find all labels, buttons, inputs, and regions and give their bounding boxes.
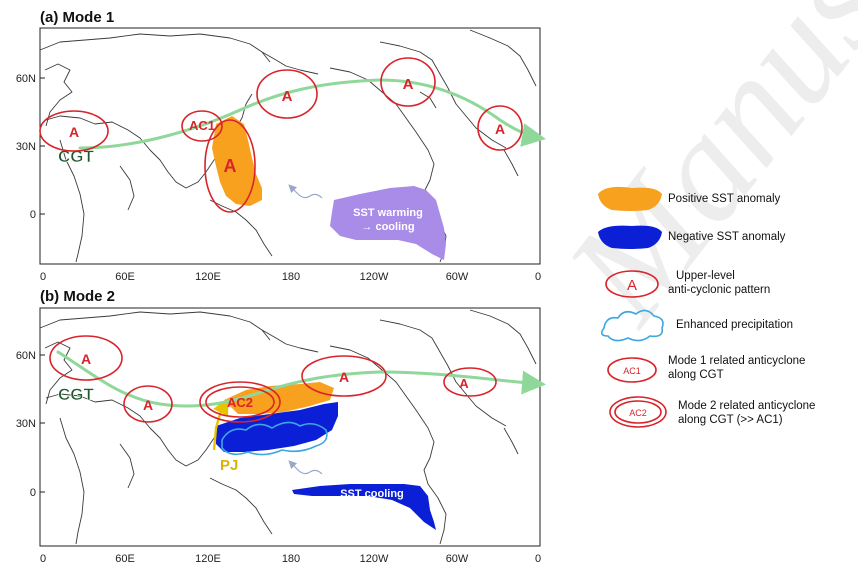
panel-a: (a) Mode 1 60N 30N 0 0 60E 120E 180 120W… [16, 9, 546, 283]
panel-b-xtick-60w: 60W [446, 553, 469, 565]
panel-a-ac1-label: AC1 [189, 118, 215, 133]
panel-a-ytick-60n: 60N [16, 73, 36, 85]
panel-b-anticyclone-4-mark: A [459, 376, 469, 391]
panel-a-xtick-120e: 120E [195, 271, 221, 283]
panel-a-anticyclone-5-mark: A [495, 121, 505, 137]
panel-a-wave-arrow [288, 184, 323, 199]
panel-b-anticyclone-2-mark: A [143, 397, 153, 413]
panel-b-title: (b) Mode 2 [40, 288, 115, 305]
legend-precipitation-cloud [600, 309, 664, 342]
svg-text:Manuscript: Manuscript [534, 0, 858, 352]
panel-a-anticyclone-5 [477, 105, 523, 151]
panel-a-anticyclone-japan-mark: A [224, 156, 237, 176]
legend-ac2-outer [609, 396, 667, 428]
panel-b-anticyclones: A A AC2 A A [49, 335, 497, 423]
legend-ac2-symbol-label: AC2 [629, 408, 647, 418]
legend-ac2-line2: along CGT (>> AC1) [678, 414, 783, 426]
panel-a-sst-label-2: → cooling [361, 221, 414, 233]
panel-b-anticyclone-3-mark: A [339, 369, 349, 385]
panel-a-y-ticks [40, 77, 45, 215]
panel-b-ac2-label: AC2 [227, 395, 253, 410]
legend: Positive SST anomaly Negative SST anomal… [598, 186, 815, 428]
panel-b-cgt-label: CGT [58, 385, 95, 404]
legend-positive-sst-label: Positive SST anomaly [668, 193, 781, 205]
panel-b-sst-cooling-patch [292, 484, 436, 530]
panel-a-cgt-label: CGT [58, 147, 95, 166]
panel-a-sst-warming-patch [330, 186, 446, 260]
legend-ac1-symbol-label: AC1 [623, 366, 641, 376]
panel-b-anticyclone-1 [49, 335, 123, 381]
panel-b-cgt-arrow [56, 350, 546, 408]
panel-a-xtick-0-right: 0 [535, 271, 541, 283]
panel-b-ac2-inner [205, 386, 275, 418]
panel-a-xtick-120w: 120W [360, 271, 389, 283]
panel-a-ytick-30n: 30N [16, 141, 36, 153]
panel-b-pj-label: PJ [220, 457, 238, 474]
legend-anticyclone-symbol-mark: A [627, 277, 637, 294]
panel-b-xtick-60e: 60E [115, 553, 135, 565]
panel-b-precipitation-cloud [221, 421, 328, 456]
legend-ac1-line1: Mode 1 related anticyclone [668, 355, 805, 367]
panel-a-xtick-60w: 60W [446, 271, 469, 283]
legend-ac1-line2: along CGT [668, 369, 724, 381]
panel-b-xtick-120e: 120E [195, 553, 221, 565]
panel-b-anticyclone-3 [301, 355, 387, 397]
panel-a-xtick-0: 0 [40, 271, 46, 283]
panel-b-xtick-0-right: 0 [535, 553, 541, 565]
panel-a-anticyclone-1-mark: A [69, 124, 79, 140]
panel-a-anticyclone-4 [380, 57, 436, 107]
panel-a-positive-sst-patch [212, 116, 262, 206]
panel-b-sst-label: SST cooling [340, 488, 404, 500]
panel-b-coastlines [39, 309, 537, 545]
panel-a-anticyclone-3-mark: A [282, 88, 293, 105]
legend-positive-sst-swatch [598, 186, 662, 211]
legend-anticyclone-line2: anti-cyclonic pattern [668, 284, 770, 296]
panel-a-cgt-arrow [78, 78, 546, 150]
panel-b-ytick-0: 0 [30, 487, 36, 499]
legend-anticyclone-symbol [605, 270, 659, 298]
panel-b-ytick-30n: 30N [16, 418, 36, 430]
panel-b-xtick-180: 180 [282, 553, 300, 565]
panel-b-anticyclone-4 [443, 367, 497, 397]
legend-ac1-symbol [607, 357, 657, 383]
legend-ac2-inner [614, 400, 662, 424]
panel-a-anticyclones: A AC1 A A A A [39, 57, 523, 213]
legend-precipitation-label: Enhanced precipitation [676, 319, 793, 331]
legend-negative-sst-label: Negative SST anomaly [668, 231, 786, 243]
panel-b-y-ticks [40, 354, 45, 493]
watermark: Manuscript [534, 0, 858, 352]
legend-anticyclone-line1: Upper-level [676, 270, 735, 282]
panel-a-xtick-60e: 60E [115, 271, 135, 283]
panel-a-anticyclone-3 [256, 69, 318, 119]
panel-b-ac2-outer [199, 381, 281, 423]
panel-b-ytick-60n: 60N [16, 350, 36, 362]
panel-b-xtick-120w: 120W [360, 553, 389, 565]
panel-a-xtick-180: 180 [282, 271, 300, 283]
panel-b-wave-arrow [288, 460, 323, 475]
legend-ac2-line1: Mode 2 related anticyclone [678, 400, 815, 412]
panel-a-sst-label-1: SST warming [353, 207, 423, 219]
panel-a-anticyclone-1 [39, 110, 109, 152]
panel-a-ytick-0: 0 [30, 209, 36, 221]
panel-a-ac1-ellipse [181, 110, 223, 142]
panel-b-anticyclone-2 [123, 385, 173, 423]
panel-b-negative-sst-patch [216, 402, 338, 452]
legend-negative-sst-swatch [598, 225, 662, 249]
panel-a-anticyclone-japan [204, 119, 256, 213]
panel-b-anticyclone-1-mark: A [81, 351, 91, 367]
panel-a-anticyclone-4-mark: A [403, 76, 414, 93]
panel-a-title: (a) Mode 1 [40, 9, 114, 26]
panel-b-xtick-0: 0 [40, 553, 46, 565]
panel-b: (b) Mode 2 60N 30N 0 0 60E 120E 180 120W… [16, 288, 546, 565]
panel-b-pj-arrow [212, 397, 229, 451]
